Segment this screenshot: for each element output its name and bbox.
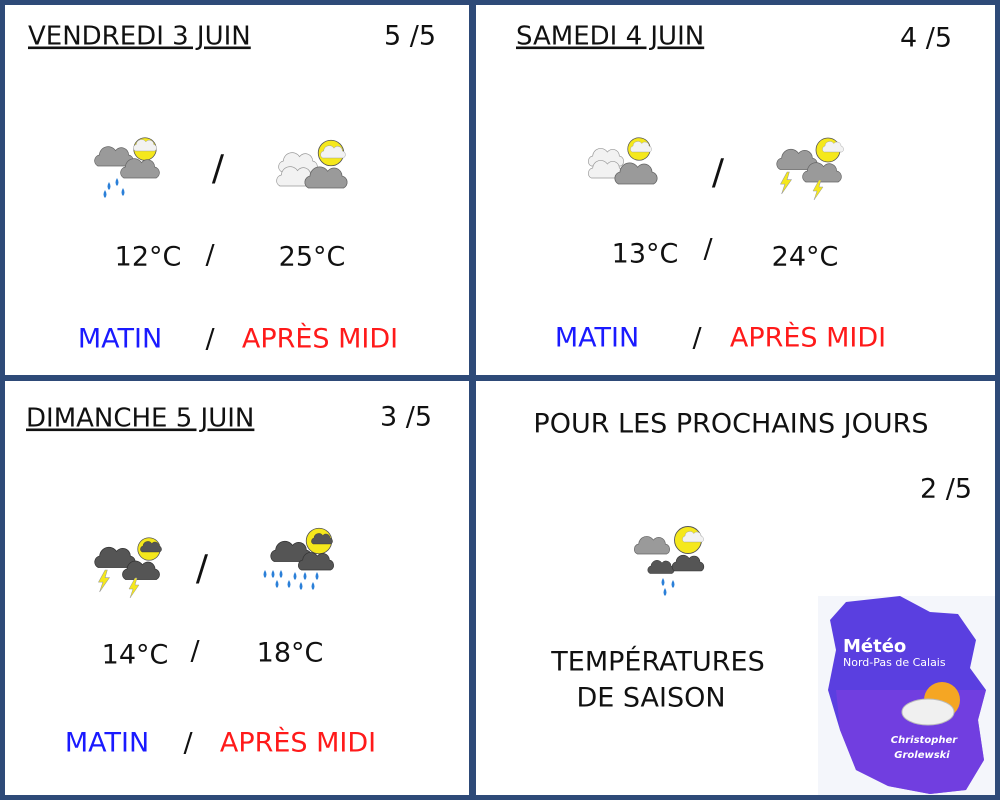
temperature: 13°C	[612, 239, 679, 270]
separator: /	[183, 728, 193, 759]
rating: 5 /5	[384, 21, 436, 52]
separator: /	[196, 548, 209, 589]
outlook-text: DE SAISON	[576, 683, 725, 714]
temperature: 12°C	[115, 242, 182, 273]
separator: /	[692, 323, 702, 354]
separator: /	[205, 324, 215, 355]
panel	[5, 381, 469, 795]
period-label: MATIN	[78, 324, 162, 355]
rating: 3 /5	[380, 402, 432, 433]
temperature: 24°C	[772, 242, 839, 273]
temperature: 25°C	[279, 242, 346, 273]
rating: 4 /5	[900, 23, 952, 54]
separator: /	[712, 152, 725, 193]
period-label: MATIN	[65, 728, 149, 759]
logo-author: Grolewski	[894, 750, 950, 761]
temperature: 18°C	[257, 638, 324, 669]
logo-title: Météo	[843, 636, 906, 657]
logo: Météo Nord-Pas de Calais Christopher Gro…	[818, 596, 995, 795]
period-label: APRÈS MIDI	[220, 727, 376, 759]
day-title: VENDREDI 3 JUIN	[28, 22, 251, 52]
period-label: APRÈS MIDI	[730, 322, 886, 354]
day-title: DIMANCHE 5 JUIN	[26, 404, 254, 434]
temperature: 14°C	[102, 640, 169, 671]
outlook-title: POUR LES PROCHAINS JOURS	[533, 409, 928, 440]
separator: /	[212, 148, 225, 189]
panel	[476, 5, 995, 375]
separator: /	[190, 636, 200, 667]
separator: /	[205, 240, 215, 271]
day-title: SAMEDI 4 JUIN	[516, 22, 704, 52]
separator: /	[703, 234, 713, 265]
period-label: MATIN	[555, 323, 639, 354]
logo-subtitle: Nord-Pas de Calais	[843, 656, 946, 669]
panel	[5, 5, 469, 375]
logo-author: Christopher	[891, 735, 958, 746]
outlook-text: TEMPÉRATURES	[550, 646, 764, 678]
rating: 2 /5	[920, 474, 972, 505]
period-label: APRÈS MIDI	[242, 323, 398, 355]
